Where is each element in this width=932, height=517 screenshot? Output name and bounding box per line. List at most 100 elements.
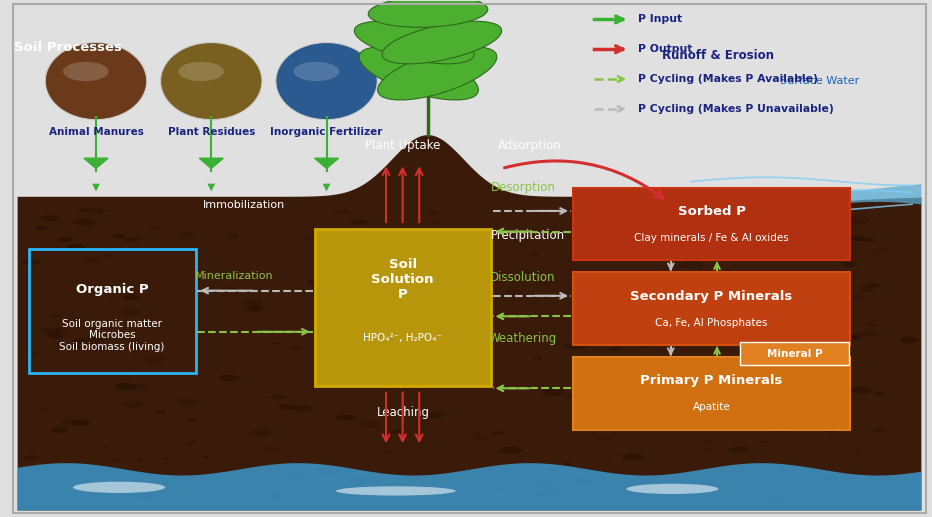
Polygon shape: [18, 463, 922, 510]
Ellipse shape: [219, 375, 239, 381]
Ellipse shape: [751, 397, 759, 399]
Ellipse shape: [848, 295, 863, 300]
Ellipse shape: [487, 377, 492, 378]
FancyBboxPatch shape: [315, 229, 491, 386]
Ellipse shape: [809, 403, 820, 406]
Ellipse shape: [873, 392, 884, 395]
Ellipse shape: [144, 356, 167, 363]
Ellipse shape: [34, 364, 40, 367]
Ellipse shape: [294, 62, 339, 81]
Ellipse shape: [349, 260, 372, 267]
Ellipse shape: [278, 404, 295, 410]
Ellipse shape: [243, 299, 262, 305]
Ellipse shape: [560, 501, 567, 504]
Text: Soil
Solution
P: Soil Solution P: [371, 258, 434, 301]
Text: Mineral P: Mineral P: [767, 348, 822, 359]
Ellipse shape: [724, 422, 737, 427]
Ellipse shape: [399, 234, 405, 236]
Ellipse shape: [34, 226, 47, 231]
Ellipse shape: [162, 458, 168, 460]
Ellipse shape: [39, 215, 60, 222]
Ellipse shape: [843, 334, 861, 340]
Ellipse shape: [23, 259, 40, 265]
Ellipse shape: [290, 347, 303, 351]
Ellipse shape: [701, 438, 717, 444]
Ellipse shape: [795, 281, 813, 287]
Ellipse shape: [392, 430, 404, 433]
Ellipse shape: [859, 286, 876, 292]
Ellipse shape: [103, 446, 108, 448]
Ellipse shape: [226, 235, 239, 239]
Ellipse shape: [377, 47, 497, 100]
Ellipse shape: [865, 283, 880, 288]
Polygon shape: [18, 135, 922, 510]
Ellipse shape: [571, 474, 577, 476]
Ellipse shape: [359, 47, 478, 100]
Ellipse shape: [777, 293, 791, 298]
Ellipse shape: [747, 427, 754, 430]
Ellipse shape: [820, 399, 834, 404]
Ellipse shape: [150, 226, 164, 231]
Ellipse shape: [607, 456, 613, 458]
Text: Plant Uptake: Plant Uptake: [365, 139, 441, 152]
Ellipse shape: [350, 477, 369, 483]
Ellipse shape: [673, 264, 682, 267]
Ellipse shape: [107, 300, 114, 302]
Ellipse shape: [759, 216, 766, 219]
Ellipse shape: [368, 260, 380, 264]
Ellipse shape: [493, 488, 504, 492]
Ellipse shape: [223, 217, 227, 219]
Ellipse shape: [842, 262, 858, 267]
Ellipse shape: [336, 415, 355, 421]
Ellipse shape: [470, 298, 475, 300]
Text: Runoff & Erosion: Runoff & Erosion: [663, 49, 774, 62]
Ellipse shape: [266, 447, 279, 451]
Ellipse shape: [37, 470, 42, 472]
Ellipse shape: [111, 234, 125, 238]
Ellipse shape: [786, 317, 796, 321]
Ellipse shape: [899, 337, 919, 343]
Ellipse shape: [113, 458, 121, 461]
Ellipse shape: [570, 398, 578, 400]
Ellipse shape: [267, 495, 283, 501]
Ellipse shape: [610, 347, 622, 351]
Ellipse shape: [606, 335, 612, 337]
Polygon shape: [672, 184, 922, 222]
Ellipse shape: [763, 363, 775, 368]
Ellipse shape: [427, 413, 445, 419]
Ellipse shape: [188, 419, 196, 421]
Ellipse shape: [500, 447, 522, 454]
Ellipse shape: [73, 482, 165, 493]
Ellipse shape: [251, 429, 273, 436]
Ellipse shape: [627, 386, 650, 393]
Ellipse shape: [867, 323, 876, 326]
Ellipse shape: [493, 432, 499, 434]
Ellipse shape: [481, 294, 492, 298]
Ellipse shape: [843, 337, 857, 342]
FancyBboxPatch shape: [573, 357, 850, 430]
Ellipse shape: [271, 492, 287, 497]
Ellipse shape: [760, 440, 768, 444]
Ellipse shape: [304, 236, 316, 240]
Ellipse shape: [427, 270, 434, 272]
Ellipse shape: [132, 357, 138, 358]
Ellipse shape: [318, 468, 339, 475]
Text: Mineralization: Mineralization: [195, 271, 274, 281]
Text: Inorganic Fertilizer: Inorganic Fertilizer: [270, 127, 383, 138]
Text: Secondary P Minerals: Secondary P Minerals: [630, 290, 793, 302]
Ellipse shape: [736, 236, 747, 240]
Ellipse shape: [245, 305, 265, 312]
Ellipse shape: [24, 455, 38, 460]
Text: HPO₄²⁻, H₂PO₄⁻: HPO₄²⁻, H₂PO₄⁻: [363, 333, 442, 343]
Ellipse shape: [72, 339, 84, 344]
Polygon shape: [315, 158, 338, 169]
Ellipse shape: [122, 309, 140, 315]
Ellipse shape: [824, 429, 836, 433]
Ellipse shape: [565, 343, 586, 350]
Ellipse shape: [459, 363, 466, 366]
Ellipse shape: [221, 287, 239, 293]
Ellipse shape: [368, 0, 487, 27]
Ellipse shape: [725, 309, 743, 314]
Ellipse shape: [623, 453, 644, 461]
Ellipse shape: [361, 421, 381, 428]
